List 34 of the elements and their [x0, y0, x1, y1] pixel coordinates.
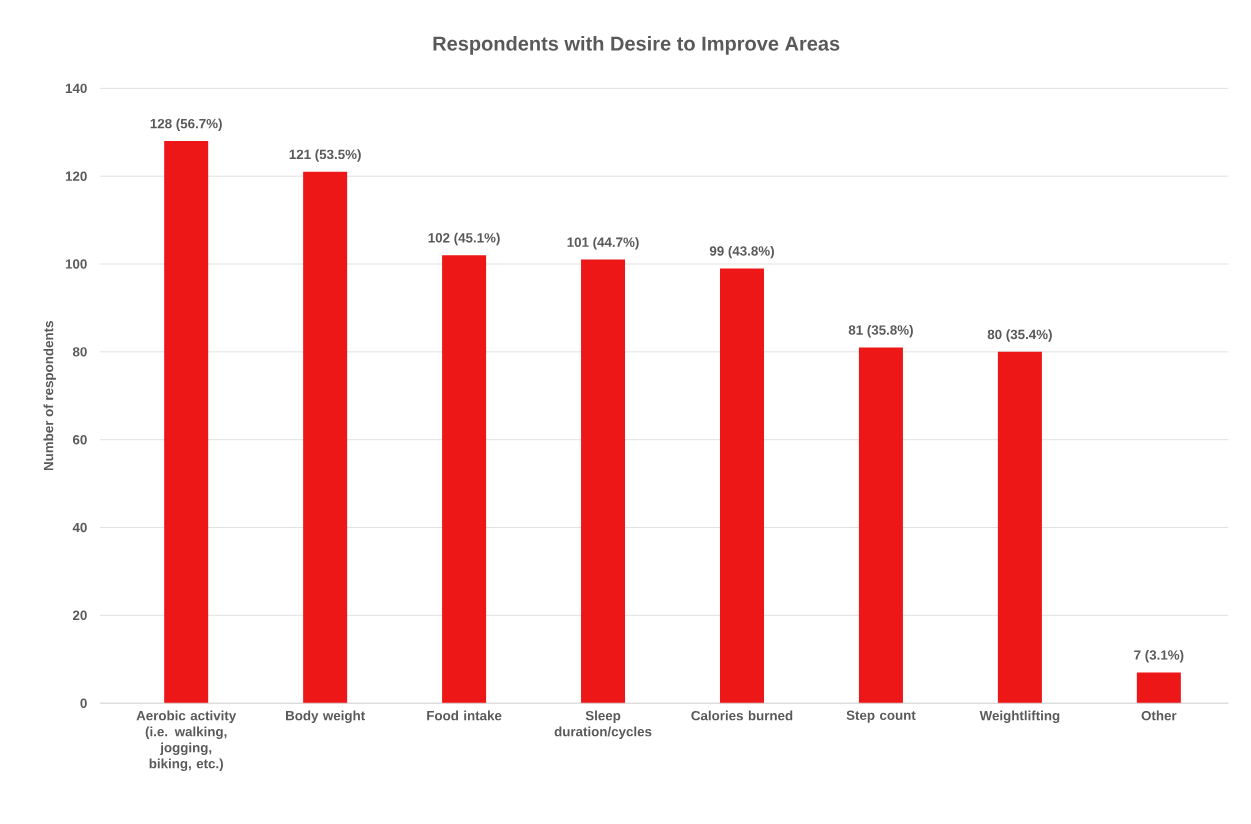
data-label: 99 (43.8%)	[709, 245, 774, 259]
y-tick-label: 140	[65, 83, 87, 93]
data-label: 128 (56.7%)	[150, 118, 222, 131]
bar	[164, 140, 209, 704]
bar	[303, 171, 348, 704]
y-tick-label: 40	[72, 522, 87, 533]
y-tick-label: 0	[80, 698, 87, 708]
x-tick-label: Weightlifting	[979, 710, 1060, 723]
x-tick-label: Other	[1141, 710, 1177, 721]
data-label: 121 (53.5%)	[289, 149, 361, 162]
y-tick-label: 80	[72, 347, 87, 357]
bar	[1136, 672, 1181, 704]
data-label: 101 (44.7%)	[567, 237, 639, 250]
x-tick-label: Food intake	[427, 710, 502, 721]
x-tick-label: Body weight	[286, 710, 365, 723]
data-label: 80 (35.4%)	[987, 329, 1052, 342]
x-tick-label: Sleep duration/cycles	[554, 710, 652, 739]
data-label: 7 (3.1%)	[1134, 649, 1184, 663]
data-label: 102 (45.1%)	[428, 232, 500, 246]
chart-title: Respondents with Desire to Improve Areas	[433, 35, 840, 55]
bar	[719, 268, 764, 704]
y-tick-label: 20	[72, 610, 87, 620]
data-label: 81 (35.8%)	[848, 324, 913, 338]
bar	[442, 255, 487, 704]
y-axis-title: Number of respondents	[43, 321, 56, 470]
y-tick-label: 60	[72, 434, 87, 445]
bar	[858, 347, 903, 704]
bar	[997, 351, 1042, 704]
bar	[581, 259, 626, 704]
x-tick-label: Aerobic activity (i.e. walking, jogging, biking, etc.)	[136, 710, 237, 771]
y-tick-label: 100	[65, 259, 87, 269]
y-tick-label: 120	[65, 171, 87, 181]
x-tick-label: Calories burned	[691, 710, 793, 721]
x-tick-label: Step count	[846, 710, 916, 723]
